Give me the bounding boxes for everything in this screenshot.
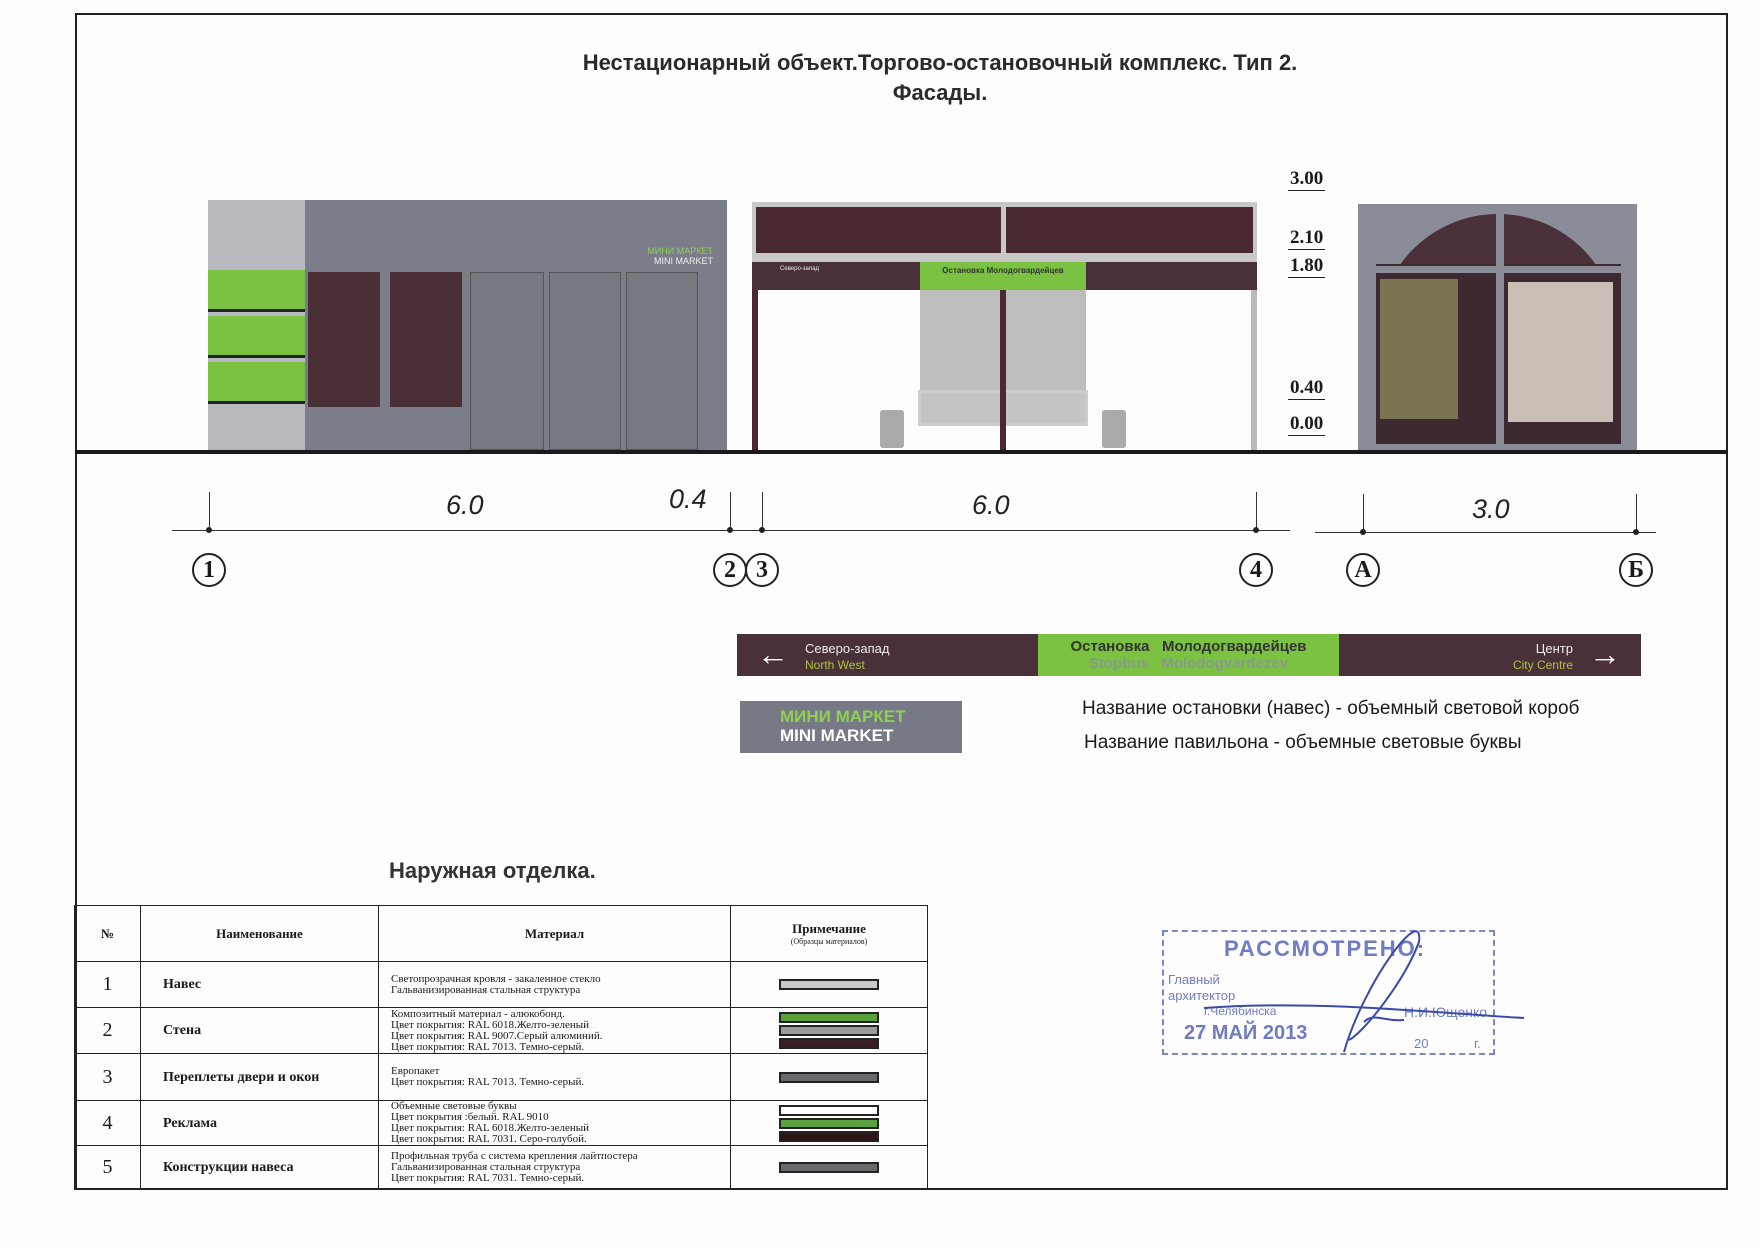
table-row: 2 Стена Композитный материал - алюкобонд. Ц… [74, 1007, 928, 1054]
mini-market-sign: МИНИ МАРКЕТ MINI MARKET [740, 701, 962, 753]
axis-marker: Б [1619, 553, 1653, 587]
color-swatch [779, 1117, 879, 1129]
color-swatch [779, 1162, 879, 1173]
color-swatch [779, 1104, 879, 1116]
page-subtitle: Фасады. [892, 80, 988, 105]
color-swatch [779, 979, 879, 990]
note: Название остановки (навес) - объемный св… [1082, 698, 1580, 719]
arrow-left-icon: ← [757, 636, 789, 672]
arrow-right-icon: → [1589, 636, 1621, 672]
color-swatch [779, 1025, 879, 1036]
bus-shelter-facade: Северо-запад Остановка Молодогвардейцев [752, 202, 1257, 450]
finish-table: № Наименование Материал Примечание (Образ… [74, 905, 928, 1190]
table-row: 4 Реклама Объемные световые буквы Цвет покр… [74, 1100, 928, 1146]
level-mark: 0.40 [1288, 377, 1326, 400]
table-row: 1 Навес Светопрозрачная кровля - закаленно… [74, 961, 928, 1008]
level-mark: 2.10 [1288, 227, 1326, 250]
axis-marker: 2 [713, 553, 747, 587]
stop-sign: ← Северо-запад North West Остановка Моло… [737, 634, 1641, 676]
color-swatch [779, 1038, 879, 1049]
table-row: 5 Конструкции навеса Профильная труба с си… [74, 1145, 928, 1190]
header-name: Наименование [140, 905, 379, 962]
dimension-label: 0.4 [669, 484, 707, 514]
color-swatch [779, 1130, 879, 1142]
approval-stamp: РАССМОТРЕНО: Главный архитектор г.Челяби… [1162, 930, 1524, 1055]
header-material: Материал [378, 905, 731, 962]
dimension-label: 3.0 [1472, 494, 1510, 524]
level-mark: 1.80 [1288, 255, 1326, 278]
color-swatch [779, 1071, 879, 1083]
side-facade [1358, 204, 1637, 450]
table-row: 3 Переплеты двери и окон Европакет Цвет пок… [74, 1053, 928, 1101]
shop-facade: МИНИ МАРКЕТ MINI MARKET [208, 200, 727, 450]
axis-marker: 4 [1239, 553, 1273, 587]
facade-shop-sign: МИНИ МАРКЕТ MINI MARKET [647, 246, 713, 266]
dimension-label: 6.0 [972, 490, 1010, 520]
note: Название павильона - объемные световые б… [1084, 732, 1522, 753]
level-mark: 0.00 [1288, 413, 1326, 436]
page-title: Нестационарный объект.Торгово-остановочн… [582, 50, 1298, 75]
axis-marker: А [1346, 553, 1380, 587]
axis-marker: 1 [192, 553, 226, 587]
axis-marker: 3 [745, 553, 779, 587]
finish-title: Наружная отделка. [389, 858, 596, 883]
header-no: № [74, 905, 141, 962]
signature [1203, 930, 1524, 1053]
level-mark: 3.00 [1288, 168, 1326, 191]
header-note: Примечание (Образцы материалов) [730, 905, 928, 962]
ground-line [75, 450, 1728, 454]
dimension-label: 6.0 [446, 490, 484, 520]
color-swatch [779, 1012, 879, 1023]
